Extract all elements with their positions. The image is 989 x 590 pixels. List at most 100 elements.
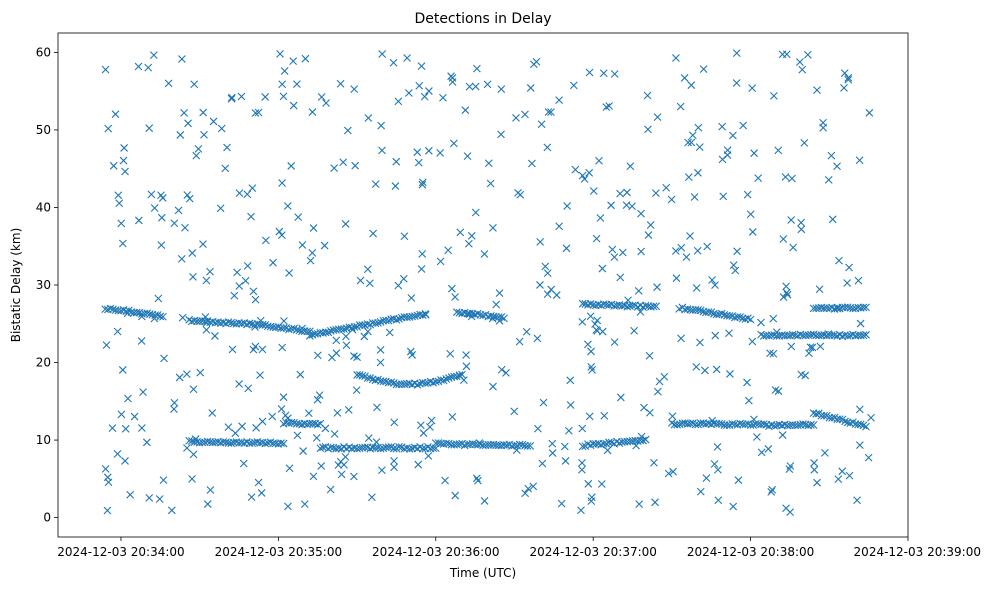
data-point: [767, 487, 776, 496]
data-point: [103, 506, 112, 515]
data-point: [121, 167, 129, 176]
data-point: [252, 423, 261, 432]
data-point: [645, 351, 654, 360]
data-point: [364, 327, 372, 336]
data-point: [340, 325, 348, 333]
x-axis-ticks: 2024-12-03 20:34:00 2024-12-03 20:35:00 20…: [57, 537, 981, 559]
data-point: [593, 316, 602, 325]
data-point: [293, 80, 301, 89]
data-point: [342, 332, 350, 341]
data-point: [413, 380, 422, 389]
x-tick-label: 2024-12-03 20:35:00: [215, 545, 342, 559]
y-tick-label: 10: [36, 433, 51, 447]
data-point: [646, 221, 655, 229]
data-point: [444, 246, 453, 255]
data-point: [442, 439, 451, 448]
data-point: [446, 349, 455, 358]
data-point: [497, 130, 505, 139]
data-point: [145, 493, 154, 502]
data-point: [637, 209, 645, 218]
data-point: [392, 315, 401, 324]
data-point: [376, 346, 385, 354]
data-point: [342, 341, 351, 350]
data-point: [316, 419, 325, 428]
data-point: [643, 91, 652, 100]
data-point: [560, 442, 569, 451]
data-point: [696, 338, 704, 347]
data-point: [598, 327, 607, 336]
data-point: [448, 412, 457, 421]
data-point: [686, 232, 694, 240]
data-point: [578, 424, 587, 433]
data-point: [256, 371, 264, 379]
data-point: [626, 162, 635, 171]
data-point: [748, 228, 757, 236]
data-point: [417, 265, 426, 273]
data-point: [298, 241, 307, 249]
data-point: [421, 379, 430, 387]
data-point: [202, 276, 211, 285]
data-point: [515, 337, 524, 346]
data-point: [779, 293, 788, 301]
y-axis-label: Bistatic Delay (km): [9, 228, 23, 343]
data-point: [421, 310, 430, 318]
data-point: [387, 378, 396, 387]
data-point: [211, 332, 219, 340]
data-point: [856, 319, 865, 328]
data-point: [827, 151, 836, 160]
data-point: [258, 320, 267, 329]
data-point: [189, 272, 197, 281]
data-point: [523, 442, 532, 450]
data-point: [313, 395, 322, 404]
data-point: [729, 502, 738, 511]
data-point: [600, 411, 609, 420]
data-point: [352, 386, 361, 395]
data-point: [473, 309, 482, 318]
data-point: [177, 255, 186, 263]
data-point: [584, 479, 593, 488]
data-point: [332, 349, 341, 358]
data-point: [415, 81, 424, 90]
data-point: [664, 469, 673, 478]
data-point: [389, 444, 398, 453]
data-point: [156, 312, 165, 321]
data-point: [586, 299, 595, 308]
data-point: [184, 119, 192, 128]
data-point: [242, 438, 251, 446]
data-point: [835, 256, 843, 265]
data-point: [718, 122, 727, 131]
data-point: [376, 358, 385, 367]
x-tick-label: 2024-12-03 20:39:00: [854, 545, 981, 559]
data-point: [787, 216, 796, 224]
data-point: [182, 370, 191, 379]
data-point: [114, 191, 123, 200]
x-tick-label: 2024-12-03 20:36:00: [372, 545, 499, 559]
data-point: [367, 493, 376, 502]
data-point: [700, 366, 709, 375]
data-point: [489, 223, 497, 232]
data-point: [563, 202, 572, 210]
data-point: [552, 291, 561, 299]
data-point: [723, 151, 732, 159]
data-point: [320, 241, 329, 250]
data-point: [539, 398, 548, 407]
data-point: [845, 263, 853, 272]
data-point: [424, 452, 433, 460]
data-point: [592, 234, 601, 243]
data-point: [111, 110, 120, 119]
data-point: [835, 415, 844, 424]
data-point: [199, 108, 208, 117]
data-point: [696, 487, 705, 496]
data-point: [385, 328, 394, 337]
data-point: [714, 496, 723, 505]
data-point: [557, 499, 566, 508]
data-point: [599, 69, 608, 78]
data-point: [350, 323, 359, 331]
data-point: [378, 146, 386, 155]
data-point: [208, 409, 217, 417]
data-point: [694, 168, 702, 177]
data-point: [194, 144, 203, 153]
data-point: [807, 420, 815, 429]
data-point: [726, 370, 734, 378]
data-point: [299, 447, 308, 455]
